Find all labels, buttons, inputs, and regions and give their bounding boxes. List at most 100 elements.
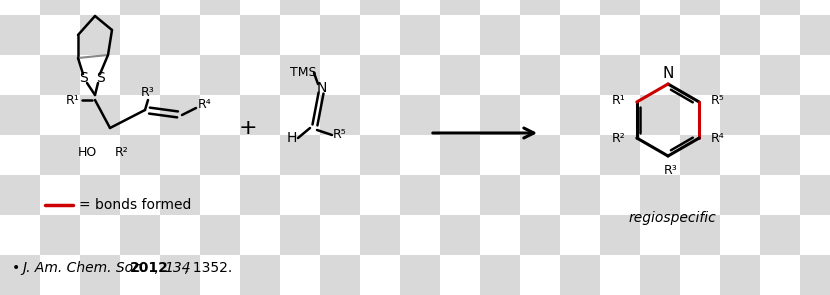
- Bar: [520, 175, 560, 215]
- Bar: [560, 95, 600, 135]
- Bar: [0, 135, 40, 175]
- Bar: [120, 0, 160, 15]
- Bar: [0, 215, 40, 255]
- Bar: [400, 95, 440, 135]
- Bar: [680, 95, 720, 135]
- Bar: [680, 215, 720, 255]
- Bar: [120, 135, 160, 175]
- Bar: [760, 95, 800, 135]
- Bar: [640, 175, 680, 215]
- Bar: [120, 215, 160, 255]
- Bar: [440, 215, 480, 255]
- Bar: [280, 15, 320, 55]
- Bar: [520, 55, 560, 95]
- Bar: [280, 135, 320, 175]
- Bar: [80, 15, 120, 55]
- Bar: [240, 15, 280, 55]
- Bar: [600, 255, 640, 295]
- Bar: [560, 15, 600, 55]
- Text: R⁵: R⁵: [710, 94, 724, 106]
- Bar: [440, 55, 480, 95]
- Bar: [480, 0, 520, 15]
- Bar: [440, 95, 480, 135]
- Text: R¹: R¹: [612, 94, 626, 106]
- Bar: [720, 15, 760, 55]
- Bar: [760, 55, 800, 95]
- Bar: [400, 175, 440, 215]
- Bar: [0, 175, 40, 215]
- Bar: [600, 95, 640, 135]
- Bar: [320, 175, 360, 215]
- Bar: [800, 135, 830, 175]
- Bar: [720, 135, 760, 175]
- Bar: [760, 255, 800, 295]
- Text: N: N: [662, 66, 674, 81]
- Bar: [120, 95, 160, 135]
- Bar: [80, 255, 120, 295]
- Bar: [360, 135, 400, 175]
- Text: R³: R³: [141, 86, 155, 99]
- Bar: [440, 175, 480, 215]
- Text: 2012: 2012: [130, 261, 168, 275]
- Bar: [480, 95, 520, 135]
- Bar: [80, 175, 120, 215]
- Bar: [120, 15, 160, 55]
- Bar: [360, 175, 400, 215]
- Bar: [160, 255, 200, 295]
- Bar: [680, 55, 720, 95]
- Text: S: S: [79, 71, 87, 85]
- Bar: [240, 255, 280, 295]
- Text: , 1352.: , 1352.: [184, 261, 232, 275]
- Bar: [120, 255, 160, 295]
- Bar: [680, 15, 720, 55]
- Bar: [360, 95, 400, 135]
- Text: •: •: [12, 261, 20, 275]
- Bar: [720, 255, 760, 295]
- Bar: [600, 15, 640, 55]
- Text: N: N: [317, 81, 327, 95]
- Bar: [800, 0, 830, 15]
- Bar: [680, 175, 720, 215]
- Bar: [480, 255, 520, 295]
- Bar: [360, 215, 400, 255]
- Bar: [240, 135, 280, 175]
- Bar: [560, 135, 600, 175]
- Bar: [800, 95, 830, 135]
- Bar: [360, 15, 400, 55]
- Bar: [560, 0, 600, 15]
- Bar: [400, 0, 440, 15]
- Bar: [200, 55, 240, 95]
- Bar: [200, 0, 240, 15]
- Bar: [360, 55, 400, 95]
- Bar: [520, 0, 560, 15]
- Bar: [160, 175, 200, 215]
- Bar: [120, 175, 160, 215]
- Bar: [40, 55, 80, 95]
- Bar: [40, 95, 80, 135]
- Bar: [280, 55, 320, 95]
- Bar: [560, 215, 600, 255]
- Bar: [560, 255, 600, 295]
- Bar: [280, 175, 320, 215]
- Bar: [800, 55, 830, 95]
- Bar: [320, 95, 360, 135]
- Bar: [40, 15, 80, 55]
- Bar: [640, 255, 680, 295]
- Bar: [40, 135, 80, 175]
- Bar: [320, 135, 360, 175]
- Bar: [800, 215, 830, 255]
- Bar: [200, 255, 240, 295]
- Text: R²: R²: [115, 145, 129, 158]
- Bar: [800, 255, 830, 295]
- Text: S: S: [95, 71, 105, 85]
- Bar: [600, 55, 640, 95]
- Bar: [160, 135, 200, 175]
- Bar: [760, 215, 800, 255]
- Bar: [80, 135, 120, 175]
- Text: = bonds formed: = bonds formed: [79, 198, 192, 212]
- Bar: [480, 215, 520, 255]
- Text: R¹: R¹: [66, 94, 80, 106]
- Bar: [400, 215, 440, 255]
- Bar: [760, 15, 800, 55]
- Text: +: +: [239, 118, 257, 138]
